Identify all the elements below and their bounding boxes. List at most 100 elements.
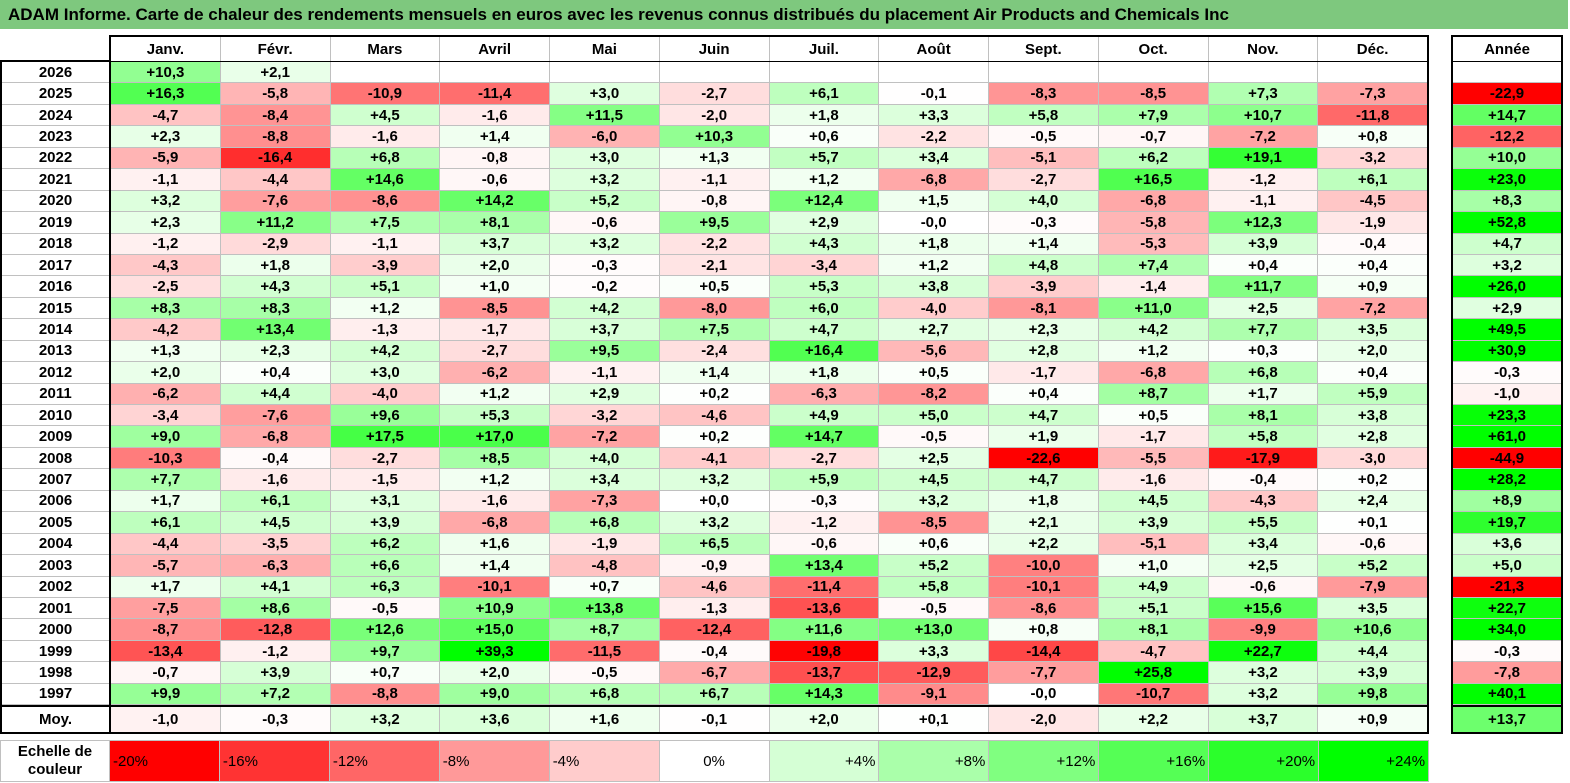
cell-1998-nov: +3,2 <box>1208 662 1319 684</box>
annual-row-2002: -21,3 <box>1453 576 1561 598</box>
cell-2018-fevr: -2,9 <box>220 233 331 255</box>
scale-step-minus8pct: -8% <box>439 741 550 781</box>
cell-2025-oct: -8,5 <box>1098 83 1209 105</box>
cell-2015-aout: -4,0 <box>879 297 989 320</box>
cell-2001-juil: -13,6 <box>769 597 880 620</box>
cell-2005-aout: -8,5 <box>879 512 989 534</box>
cell-2017-juil: -3,4 <box>769 254 880 277</box>
cell-2000-nov: -9,9 <box>1208 619 1319 641</box>
cell-2002-aout: +5,8 <box>879 576 989 598</box>
cell-2014-dec: +3,5 <box>1318 319 1427 341</box>
year-row-2000: 2000 <box>2 619 109 641</box>
cell-2021-oct: +16,5 <box>1098 169 1209 191</box>
scale-step-minus12pct: -12% <box>329 741 440 781</box>
cell-1997-juil: +14,3 <box>769 683 880 706</box>
heatmap-row-2025: +16,3 -5,8 -10,9 -11,4 +3,0 -2,7 +6,1 -0,1 -8,3-… <box>111 83 1427 105</box>
cell-2019-aout: -0,0 <box>879 212 989 234</box>
cell-2023-aout: -2,2 <box>879 126 989 148</box>
cell-2003-avril: +1,4 <box>440 555 550 577</box>
cell-2014-juin: +7,5 <box>659 319 770 341</box>
cell-2010-dec: +3,8 <box>1318 405 1427 427</box>
cell-2003-dec: +5,2 <box>1318 555 1427 577</box>
cell-2005-sept: +2,1 <box>989 512 1099 534</box>
annual-row-2019: +52,8 <box>1453 212 1561 234</box>
color-scale-label: Echelle de couleur <box>1 741 110 781</box>
cell-1997-mars: -8,8 <box>330 683 441 706</box>
cell-2007-dec: +0,2 <box>1318 469 1427 491</box>
cell-1998-juin: -6,7 <box>659 662 770 684</box>
row-label-2000: 2000 <box>2 619 109 641</box>
cell-2021-mai: +3,2 <box>550 169 660 191</box>
cell-2015-dec: -7,2 <box>1318 297 1427 320</box>
cell-2003-sept: -10,0 <box>989 555 1099 577</box>
annual-total-2000: +34,0 <box>1453 619 1561 641</box>
annual-row-2021: +23,0 <box>1453 169 1561 191</box>
cell-2009-mars: +17,5 <box>330 426 441 448</box>
row-label-2010: 2010 <box>2 405 109 427</box>
cell-2011-avril: +1,2 <box>440 383 550 405</box>
cell-1999-avril: +39,3 <box>440 640 550 663</box>
cell-2023-fevr: -8,8 <box>220 126 331 148</box>
cell-2025-juil: +6,1 <box>769 83 880 105</box>
cell-2024-mai: +11,5 <box>550 104 660 127</box>
year-row-2020: 2020 <box>2 191 109 213</box>
year-row-1997: 1997 <box>2 684 109 706</box>
year-row-2009: 2009 <box>2 426 109 448</box>
cell-2020-juil: +12,4 <box>769 190 880 213</box>
cell-2020-juin: -0,8 <box>659 190 770 213</box>
heatmap-row-2009: +9,0 -6,8 +17,5 +17,0 -7,2 +0,2 +14,7 -0,5 +1,9-… <box>111 426 1427 448</box>
cell-2010-mai: -3,2 <box>550 405 660 427</box>
row-label-2012: 2012 <box>2 362 109 384</box>
cell-2022-juin: +1,3 <box>659 147 770 170</box>
cell-2013-mars: +4,2 <box>330 340 441 363</box>
cell-2022-aout: +3,4 <box>879 147 989 170</box>
cell-2016-aout: +3,8 <box>879 276 989 298</box>
cell-1998-janv: -0,7 <box>111 662 221 684</box>
cell-2004-mars: +6,2 <box>330 533 441 556</box>
cell-2002-fevr: +4,1 <box>220 576 331 598</box>
cell-2014-mai: +3,7 <box>550 319 660 341</box>
cell-2002-nov: -0,6 <box>1208 576 1319 598</box>
heatmap-row-2007: +7,7 -1,6 -1,5 +1,2 +3,4 +3,2 +5,9 +4,5 +4,7 -1,6… <box>111 469 1427 491</box>
cell-1999-aout: +3,3 <box>879 640 989 663</box>
cell-2015-nov: +2,5 <box>1208 297 1319 320</box>
cell-2003-oct: +1,0 <box>1098 555 1209 577</box>
cell-2017-aout: +1,2 <box>879 254 989 277</box>
cell-2010-juil: +4,9 <box>769 405 880 427</box>
cell-2014-sept: +2,3 <box>989 319 1099 341</box>
cell-2016-sept: -3,9 <box>989 276 1099 298</box>
scale-step-minus4pct: -4% <box>549 741 660 781</box>
cell-average-oct: +2,2 <box>1098 707 1209 733</box>
cell-2006-janv: +1,7 <box>111 490 221 513</box>
cell-2012-dec: +0,4 <box>1318 362 1427 384</box>
cell-2011-dec: +5,9 <box>1318 383 1427 405</box>
col-header-nov: Nov. <box>1209 37 1319 61</box>
row-label-2026: 2026 <box>2 62 109 84</box>
cell-2011-janv: -6,2 <box>111 383 221 405</box>
annual-total-2010: +23,3 <box>1453 405 1561 427</box>
cell-1999-dec: +4,4 <box>1318 640 1427 663</box>
cell-2000-dec: +10,6 <box>1318 619 1427 641</box>
cell-2019-mars: +7,5 <box>330 212 441 234</box>
cell-2005-oct: +3,9 <box>1098 512 1209 534</box>
cell-2025-mai: +3,0 <box>550 83 660 105</box>
scale-step-plus20pct: +20% <box>1209 741 1320 781</box>
cell-2019-fevr: +11,2 <box>220 212 331 234</box>
cell-2020-mai: +5,2 <box>550 190 660 213</box>
cell-2012-mars: +3,0 <box>330 362 441 384</box>
cell-2024-oct: +7,9 <box>1098 104 1209 127</box>
row-label-average: Moy. <box>38 711 73 729</box>
cell-2001-dec: +3,5 <box>1318 597 1427 620</box>
cell-1997-sept: -0,0 <box>989 683 1099 706</box>
cell-2020-nov: -1,1 <box>1208 190 1319 213</box>
cell-2020-aout: +1,5 <box>879 190 989 213</box>
cell-2010-juin: -4,6 <box>659 405 770 427</box>
cell-2019-juin: +9,5 <box>659 212 770 234</box>
cell-2007-sept: +4,7 <box>989 469 1099 491</box>
heatmap-row-2019: +2,3 +11,2 +7,5 +8,1 -0,6 +9,5 +2,9 -0,0 -0,3 -5,… <box>111 212 1427 234</box>
cell-2002-dec: -7,9 <box>1318 576 1427 598</box>
cell-2010-mars: +9,6 <box>330 405 441 427</box>
cell-2018-janv: -1,2 <box>111 233 221 255</box>
cell-2016-avril: +1,0 <box>440 276 550 298</box>
cell-2024-mars: +4,5 <box>330 104 441 127</box>
